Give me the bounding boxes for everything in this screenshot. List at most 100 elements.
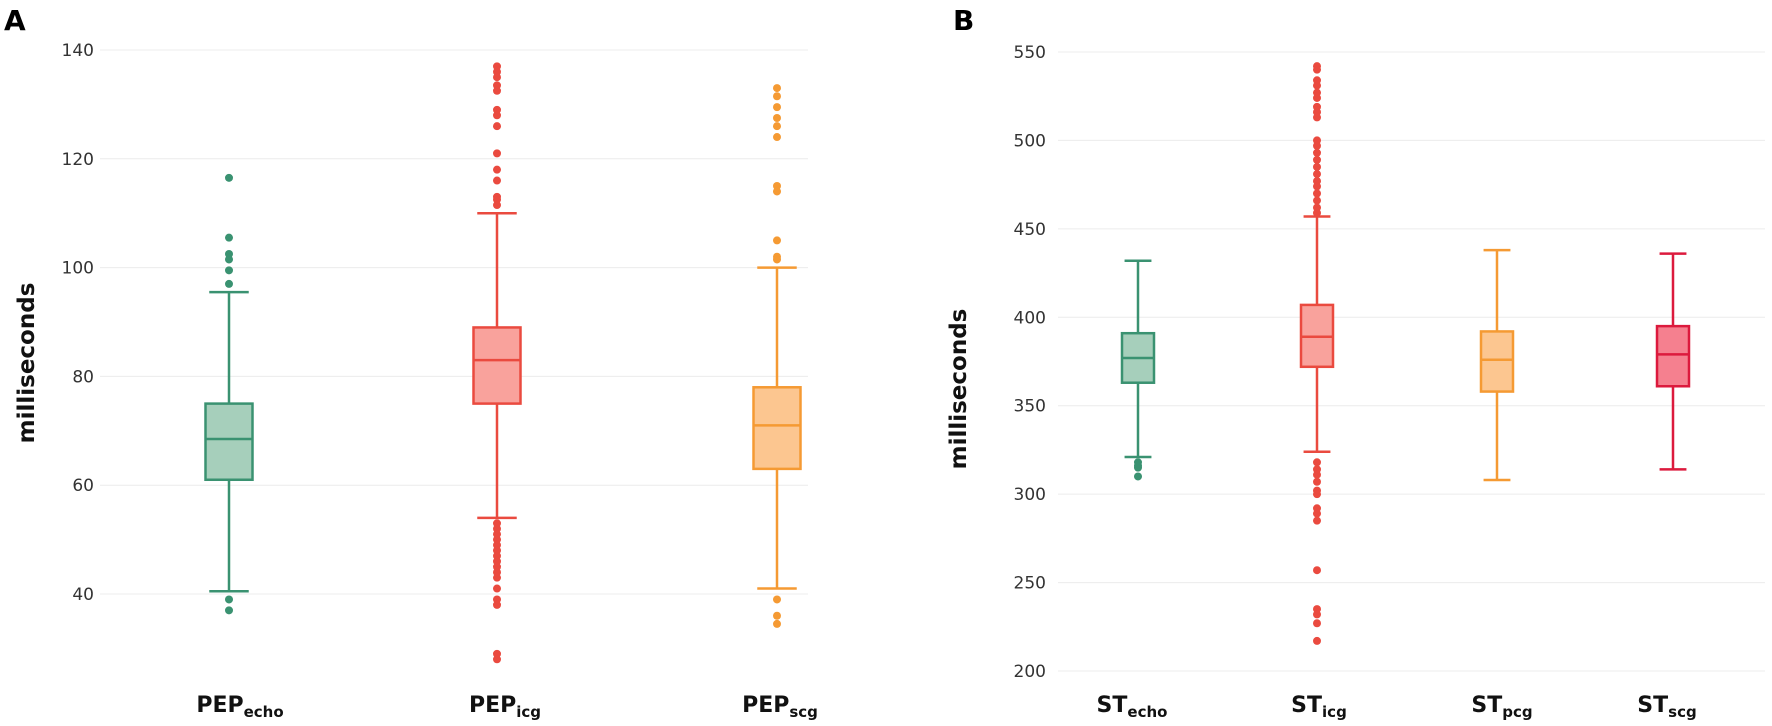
outlier-point — [493, 111, 501, 120]
outlier-point — [225, 606, 233, 615]
y-tick-label: 350 — [1014, 397, 1046, 417]
x-tick-label-subscript: echo — [244, 703, 284, 721]
x-tick-label-subscript: icg — [516, 703, 541, 721]
outlier-point — [1313, 490, 1321, 499]
y-tick-label: 140 — [62, 41, 94, 61]
y-tick-label: 40 — [72, 585, 94, 605]
x-tick-label: STicg — [1291, 693, 1347, 721]
outlier-point — [773, 103, 781, 112]
outlier-point — [1134, 472, 1142, 481]
outlier-point — [225, 233, 233, 242]
x-tick-label-base: ST — [1097, 693, 1128, 718]
outlier-point — [1313, 148, 1321, 157]
outlier-point — [773, 611, 781, 620]
outlier-point — [493, 73, 501, 82]
box-pep-scg — [752, 84, 802, 628]
outlier-point — [773, 595, 781, 604]
outlier-point — [773, 187, 781, 196]
panel-b-boxplot: B200250300350400450500550millisecondsSTe… — [946, 4, 1765, 721]
outlier-point — [225, 595, 233, 604]
outlier-point — [1313, 65, 1321, 74]
outlier-point — [1313, 208, 1321, 217]
outlier-point — [493, 573, 501, 582]
outlier-point — [1313, 516, 1321, 525]
x-tick-label: PEPicg — [469, 693, 541, 721]
x-tick-label-base: PEP — [469, 693, 516, 718]
outlier-point — [1313, 610, 1321, 619]
outlier-point — [773, 114, 781, 122]
x-tick-label: PEPecho — [196, 693, 283, 721]
panel-label: A — [4, 4, 26, 37]
outlier-point — [773, 619, 781, 628]
outlier-point — [1313, 162, 1321, 171]
x-tick-label: PEPscg — [742, 693, 818, 721]
x-tick-label: STscg — [1637, 693, 1696, 721]
outlier-point — [773, 122, 781, 131]
y-axis-label: milliseconds — [946, 309, 972, 470]
iqr-box — [1655, 324, 1691, 388]
outlier-point — [1313, 182, 1321, 191]
outlier-point — [1313, 619, 1321, 628]
outlier-point — [1313, 81, 1321, 90]
outlier-point — [1313, 141, 1321, 150]
panel-label: B — [953, 4, 974, 37]
x-tick-label-base: PEP — [742, 693, 789, 718]
iqr-box — [204, 402, 254, 482]
outlier-point — [225, 266, 233, 275]
y-tick-label: 300 — [1014, 485, 1046, 505]
outlier-point — [1313, 509, 1321, 518]
y-tick-label: 200 — [1014, 662, 1046, 682]
outlier-point — [773, 255, 781, 264]
outlier-point — [1313, 93, 1321, 102]
outlier-point — [493, 122, 501, 131]
outlier-point — [1313, 470, 1321, 479]
x-tick-label-subscript: echo — [1127, 703, 1167, 721]
y-axis-label: milliseconds — [14, 283, 40, 444]
y-tick-label: 120 — [62, 150, 94, 170]
box-st-icg — [1299, 62, 1335, 645]
outlier-point — [1313, 566, 1321, 575]
box-pep-icg — [472, 62, 522, 664]
y-tick-label: 80 — [72, 367, 94, 387]
box-st-pcg — [1479, 248, 1515, 482]
outlier-point — [1313, 636, 1321, 645]
x-tick-label-subscript: pcg — [1502, 703, 1532, 721]
x-tick-label-subscript: scg — [1668, 703, 1697, 721]
outlier-point — [773, 236, 781, 245]
x-tick-label-base: ST — [1291, 693, 1322, 718]
outlier-point — [1134, 463, 1142, 472]
x-tick-label-subscript: icg — [1322, 703, 1347, 721]
y-tick-label: 60 — [72, 476, 94, 496]
outlier-point — [493, 149, 501, 158]
outlier-point — [1313, 458, 1321, 467]
x-tick-label: STpcg — [1471, 693, 1532, 721]
y-tick-label: 450 — [1014, 220, 1046, 240]
outlier-point — [1313, 170, 1321, 179]
box-st-echo — [1120, 259, 1156, 481]
outlier-point — [1313, 155, 1321, 164]
outlier-point — [493, 201, 501, 210]
outlier-point — [493, 165, 501, 174]
x-tick-label-base: ST — [1637, 693, 1668, 718]
outlier-point — [1313, 189, 1321, 198]
y-tick-label: 250 — [1014, 574, 1046, 594]
iqr-box — [1479, 330, 1515, 393]
iqr-box — [752, 386, 802, 471]
outlier-point — [493, 176, 501, 185]
iqr-box — [472, 326, 522, 405]
y-tick-label: 550 — [1014, 43, 1046, 63]
x-tick-label-base: PEP — [196, 693, 243, 718]
outlier-point — [225, 173, 233, 182]
outlier-point — [493, 600, 501, 609]
outlier-point — [493, 86, 501, 95]
outlier-point — [225, 255, 233, 264]
box-st-scg — [1655, 252, 1691, 471]
outlier-point — [225, 279, 233, 288]
x-tick-label-subscript: scg — [789, 703, 818, 721]
outlier-point — [1313, 477, 1321, 486]
outlier-point — [1313, 113, 1321, 122]
outlier-point — [493, 655, 501, 664]
box-pep-echo — [204, 173, 254, 615]
